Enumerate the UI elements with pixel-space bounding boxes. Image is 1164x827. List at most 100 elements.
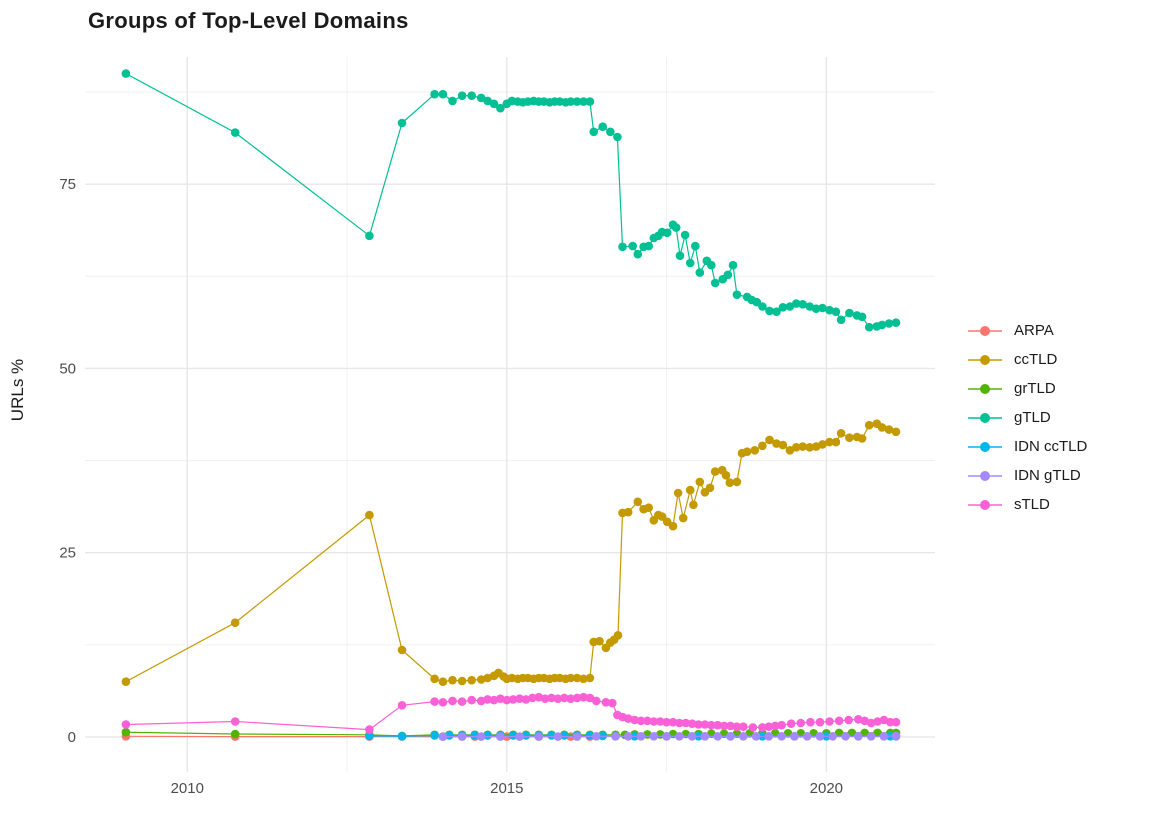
data-point bbox=[611, 732, 620, 741]
data-point bbox=[476, 732, 486, 741]
series-cctld bbox=[121, 419, 901, 686]
data-point bbox=[438, 89, 448, 99]
data-point bbox=[831, 437, 841, 447]
data-point bbox=[726, 721, 735, 731]
data-point bbox=[457, 91, 467, 100]
data-point bbox=[815, 732, 825, 741]
data-point bbox=[809, 729, 818, 738]
data-point bbox=[845, 433, 854, 443]
data-point bbox=[758, 441, 767, 451]
data-point bbox=[397, 118, 407, 128]
legend-item-arpa: ARPA bbox=[968, 316, 1087, 345]
data-point bbox=[502, 695, 512, 705]
data-point bbox=[489, 99, 499, 109]
data-point bbox=[457, 732, 467, 741]
data-point bbox=[496, 103, 505, 113]
data-point bbox=[678, 513, 688, 523]
data-point bbox=[636, 732, 646, 741]
data-point bbox=[831, 307, 841, 317]
data-point bbox=[806, 717, 815, 727]
legend-key-icon bbox=[968, 496, 1002, 514]
data-point bbox=[553, 694, 563, 703]
data-point bbox=[467, 675, 477, 685]
data-point bbox=[528, 693, 537, 703]
data-point bbox=[783, 729, 793, 738]
data-point bbox=[723, 270, 733, 280]
data-point bbox=[742, 447, 752, 457]
legend-item-idn-cctld: IDN ccTLD bbox=[968, 432, 1087, 461]
data-point bbox=[739, 722, 748, 731]
data-point bbox=[585, 731, 595, 740]
data-point bbox=[585, 97, 595, 106]
data-point bbox=[770, 721, 780, 731]
legend-key-icon bbox=[968, 322, 1002, 340]
data-point bbox=[618, 242, 627, 252]
data-point bbox=[655, 717, 665, 726]
data-point bbox=[725, 478, 735, 488]
data-point bbox=[732, 477, 742, 487]
data-point bbox=[589, 127, 598, 137]
legend-label: IDN ccTLD bbox=[1014, 438, 1088, 455]
data-point bbox=[662, 228, 672, 238]
data-point bbox=[758, 302, 767, 311]
legend-label: gTLD bbox=[1014, 409, 1051, 426]
data-point bbox=[230, 717, 240, 726]
data-point bbox=[628, 241, 637, 251]
data-point bbox=[489, 695, 499, 705]
data-point bbox=[675, 718, 684, 728]
data-point bbox=[877, 423, 887, 432]
data-point bbox=[649, 732, 659, 741]
data-point bbox=[694, 720, 703, 729]
data-point bbox=[365, 725, 374, 734]
data-point bbox=[643, 716, 652, 726]
legend-key-icon bbox=[968, 467, 1002, 485]
legend-key-icon bbox=[968, 438, 1002, 456]
data-point bbox=[457, 676, 467, 686]
data-point bbox=[792, 299, 801, 308]
data-point bbox=[710, 278, 720, 288]
data-point bbox=[818, 440, 827, 449]
legend-key-icon bbox=[968, 351, 1002, 369]
data-point bbox=[778, 303, 788, 312]
data-point bbox=[662, 717, 671, 727]
data-point bbox=[675, 732, 684, 741]
data-point bbox=[598, 122, 607, 131]
data-point bbox=[636, 716, 646, 726]
data-point bbox=[700, 720, 710, 729]
data-point bbox=[595, 636, 604, 646]
data-point bbox=[365, 731, 374, 741]
x-tick-label: 2020 bbox=[810, 780, 843, 797]
data-point bbox=[777, 732, 786, 741]
y-tick-label: 50 bbox=[59, 360, 76, 377]
legend-label: IDN gTLD bbox=[1014, 467, 1081, 484]
data-point bbox=[707, 260, 716, 270]
legend-item-stld: sTLD bbox=[968, 490, 1087, 519]
data-point bbox=[836, 429, 846, 438]
data-point bbox=[457, 697, 467, 706]
data-point bbox=[854, 732, 863, 741]
data-point bbox=[508, 695, 518, 704]
data-point bbox=[844, 715, 853, 725]
data-point bbox=[566, 97, 575, 106]
data-point bbox=[553, 732, 563, 741]
series-stld bbox=[121, 692, 901, 734]
data-point bbox=[681, 718, 691, 728]
data-point bbox=[608, 698, 617, 708]
data-point bbox=[687, 732, 697, 741]
data-point bbox=[891, 318, 901, 328]
data-point bbox=[695, 268, 705, 277]
data-point bbox=[728, 260, 738, 270]
legend-label: ARPA bbox=[1014, 322, 1054, 339]
data-point bbox=[765, 306, 774, 316]
legend-label: ccTLD bbox=[1014, 351, 1058, 368]
data-point bbox=[397, 701, 407, 710]
data-point bbox=[825, 437, 834, 447]
data-point bbox=[758, 723, 767, 732]
y-tick-label: 0 bbox=[68, 729, 76, 746]
data-point bbox=[121, 677, 131, 686]
data-point bbox=[764, 722, 774, 731]
data-point bbox=[805, 443, 814, 452]
data-point bbox=[560, 731, 569, 740]
data-point bbox=[785, 446, 795, 455]
